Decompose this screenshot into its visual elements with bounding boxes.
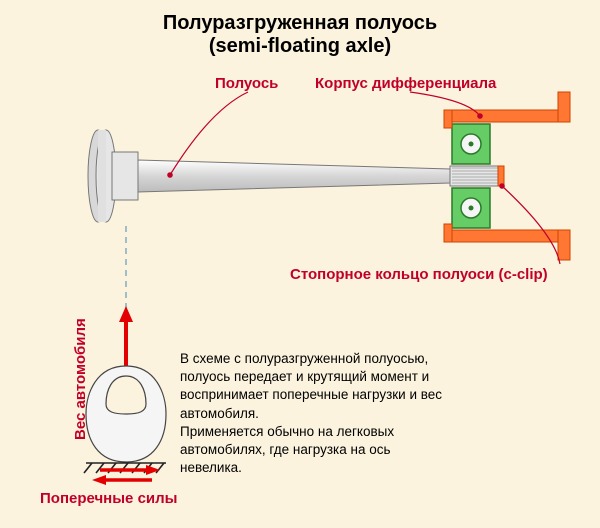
label-lateral: Поперечные силы [40,490,177,507]
axle-shaft [138,160,450,192]
flange-side [98,130,106,222]
weight-arrow-icon [119,306,133,370]
tire-icon [86,366,166,462]
label-axle: Полуось [215,75,278,92]
label-diff-housing: Корпус дифференциала [315,75,496,92]
description-text: В схеме с полуразгруженной полуосью,полу… [180,350,442,478]
label-weight: Вес автомобиля [72,318,89,440]
spline-section [450,166,504,186]
lateral-arrows-icon [92,465,160,485]
hub-step [112,152,138,200]
label-cclip: Стопорное кольцо полуоси (c-clip) [290,266,548,283]
